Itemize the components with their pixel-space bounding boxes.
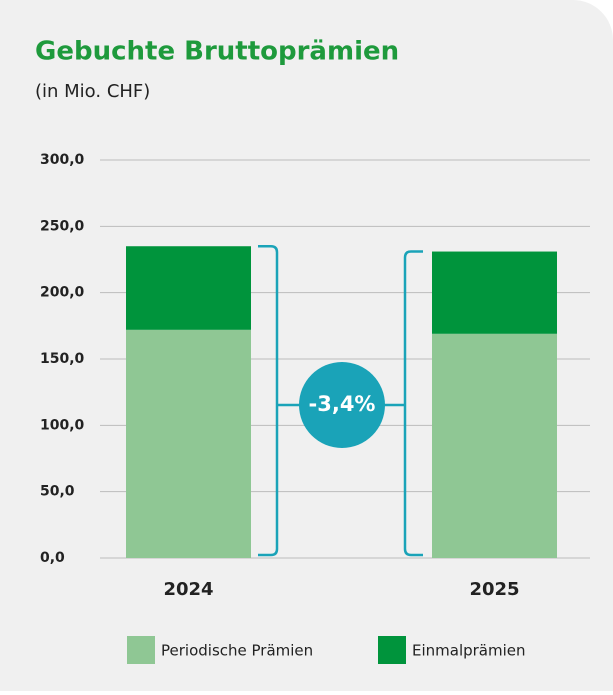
legend-swatch (378, 636, 406, 664)
y-tick-label: 250,0 (40, 218, 85, 234)
y-tick-label: 0,0 (40, 550, 65, 566)
legend-swatch (127, 636, 155, 664)
bracket (258, 244, 279, 557)
bar-segment (126, 329, 251, 558)
y-tick-label: 100,0 (40, 417, 85, 433)
grid: 0,0 50,0 100,0 150,0 200,0 250,0 300,0 (40, 152, 590, 566)
bar-segment (432, 251, 557, 334)
chart-title: Gebuchte Bruttoprämien (35, 37, 399, 67)
legend: Periodische Prämien Einmalprämien (127, 636, 526, 664)
change-label: -3,4% (309, 392, 376, 416)
y-tick-label: 150,0 (40, 351, 85, 367)
legend-label: Einmalprämien (412, 642, 526, 660)
y-tick-label: 200,0 (40, 285, 85, 301)
bar-segment (126, 246, 251, 330)
bracket (403, 250, 423, 557)
x-tick-label: 2025 (469, 579, 519, 600)
annotation-group: -3,4% (258, 244, 423, 557)
legend-label: Periodische Prämien (161, 642, 313, 660)
bar-segment (432, 333, 557, 558)
change-badge (299, 362, 385, 448)
y-tick-label: 50,0 (40, 484, 75, 500)
bars: 2024 2025 (126, 246, 557, 600)
y-tick-label: 300,0 (40, 152, 85, 168)
x-tick-label: 2024 (163, 579, 213, 600)
chart-subtitle: (in Mio. CHF) (35, 81, 150, 102)
